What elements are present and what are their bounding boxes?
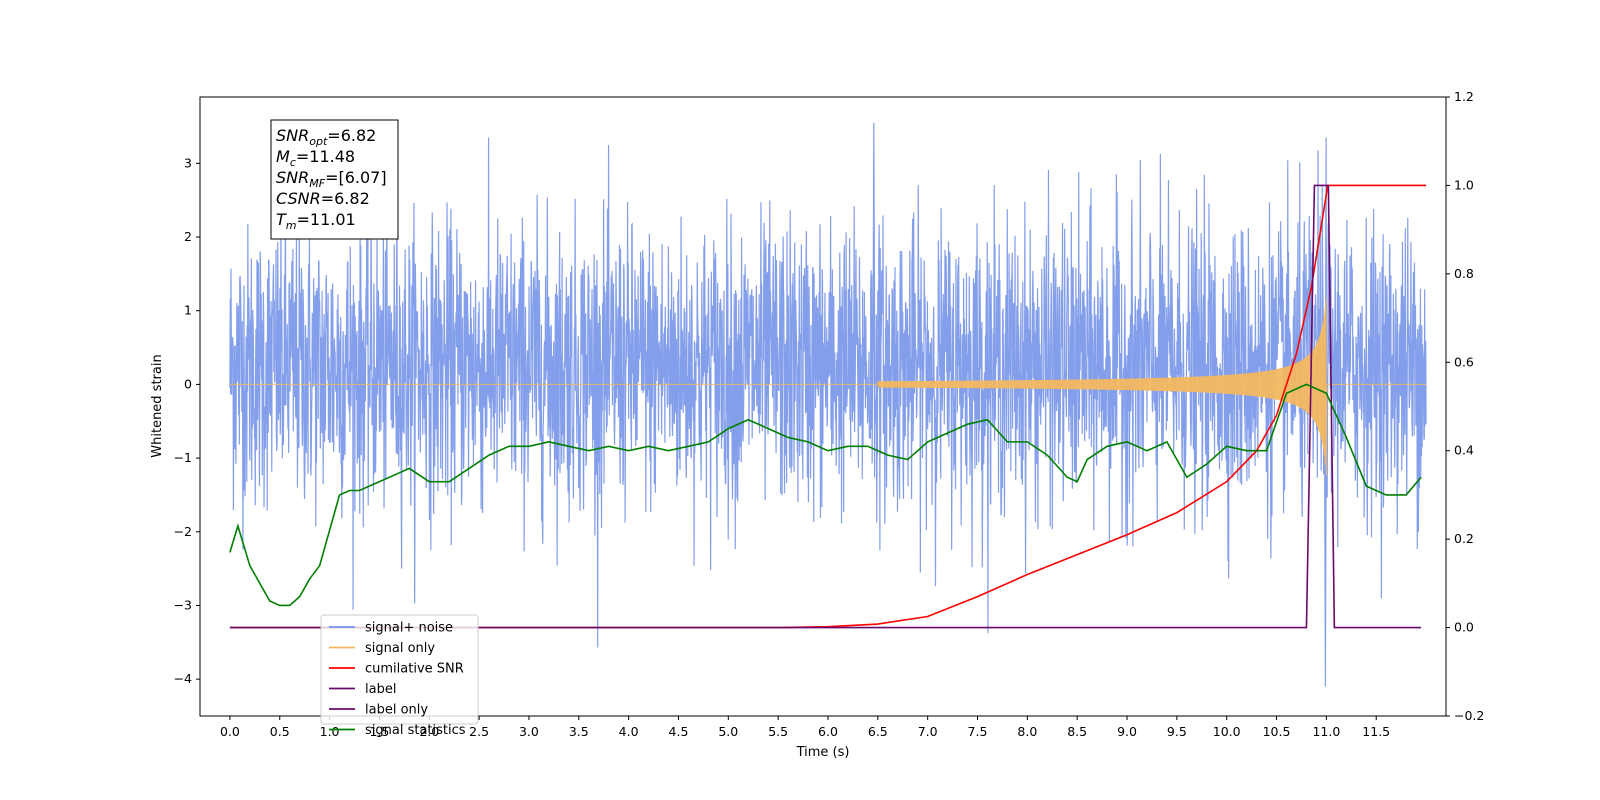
plot-frame [199, 96, 1447, 717]
annotation-line: SNRMF=[6.07] [276, 168, 387, 190]
legend-entry: label only [365, 703, 428, 718]
y2-tick-label: −0.2 [1454, 708, 1484, 723]
x-tick-label: 7.0 [918, 724, 938, 739]
x-tick-label: 5.5 [768, 724, 788, 739]
x-tick-label: 11.5 [1362, 724, 1390, 739]
y2-tick-label: 1.0 [1454, 177, 1474, 192]
series-signal-statistics [229, 383, 1422, 607]
x-tick-label: 1.5 [369, 724, 389, 739]
annotation-line: Tm=11.01 [276, 210, 356, 232]
y2-tick-label: 0.8 [1454, 266, 1474, 281]
legend-entry: signal only [365, 641, 435, 656]
y-tick-label: −3 [174, 597, 192, 612]
x-tick-label: 6.0 [818, 724, 838, 739]
y2-tick-label: 0.0 [1454, 620, 1474, 635]
x-tick-label: 0.5 [270, 724, 290, 739]
y-tick-label: −2 [174, 524, 192, 539]
x-tick-label: 7.5 [968, 724, 988, 739]
y-tick-label: −4 [174, 671, 192, 686]
x-tick-label: 4.5 [669, 724, 689, 739]
y-tick-label: 1 [184, 303, 192, 318]
x-tick-label: 1.0 [320, 724, 340, 739]
legend-entry: label [365, 682, 396, 697]
legend-entry: signal+ noise [365, 621, 453, 636]
x-tick-label: 10.0 [1213, 724, 1241, 739]
x-tick-label: 8.0 [1017, 724, 1037, 739]
y2-tick-label: 0.6 [1454, 354, 1474, 369]
y-tick-label: −1 [174, 450, 192, 465]
x-tick-label: 2.0 [419, 724, 439, 739]
x-tick-label: 10.5 [1263, 724, 1291, 739]
y2-tick-label: 0.4 [1454, 443, 1474, 458]
series-label [229, 184, 1422, 629]
x-tick-label: 2.5 [469, 724, 489, 739]
y-tick-label: 0 [184, 376, 192, 391]
annotation-frame [270, 119, 399, 240]
y-axis: −4 −3 −2 −1 0 1 2 3 [174, 155, 200, 686]
legend-entry: signal statistics [365, 723, 466, 738]
x-tick-label: 9.0 [1117, 724, 1137, 739]
plot-area [229, 122, 1427, 687]
legend: signal+ noise signal only cumilative SNR la… [320, 614, 479, 738]
x-tick-label: 0.0 [220, 724, 240, 739]
series-signal-only-envelope [877, 292, 1327, 477]
x-tick-label: 3.0 [519, 724, 539, 739]
annotation-line: SNRopt=6.82 [276, 126, 376, 148]
x-tick-label: 4.0 [619, 724, 639, 739]
annotation-box: SNRopt=6.82Mc=11.48SNRMF=[6.07]CSNR=6.82… [270, 119, 399, 240]
x-tick-label: 9.5 [1167, 724, 1187, 739]
x-axis-label: Time (s) [796, 745, 850, 760]
x-tick-label: 3.5 [569, 724, 589, 739]
legend-entry: cumilative SNR [365, 662, 464, 677]
x-axis: 0.0 0.5 1.0 1.5 2.0 2.5 3.0 3.5 4.0 4.5 5.0 5.5 6.0 6… [220, 716, 1390, 739]
annotation-line: Mc=11.48 [276, 147, 355, 169]
x-tick-label: 5.0 [718, 724, 738, 739]
x-tick-label: 11.0 [1312, 724, 1340, 739]
annotation-line: CSNR=6.82 [276, 189, 370, 208]
y-tick-label: 3 [184, 155, 192, 170]
x-tick-label: 6.5 [868, 724, 888, 739]
y2-axis: −0.2 0.0 0.2 0.4 0.6 0.8 1.0 1.2 [1446, 89, 1484, 723]
y-tick-label: 2 [184, 229, 192, 244]
y2-tick-label: 0.2 [1454, 531, 1474, 546]
y-axis-label: Whitened strain [150, 354, 165, 457]
legend-frame [320, 614, 479, 725]
y2-tick-label: 1.2 [1454, 89, 1474, 104]
x-tick-label: 8.5 [1067, 724, 1087, 739]
series-cumulative-snr [229, 184, 1427, 629]
series-signal-noise [229, 122, 1427, 687]
